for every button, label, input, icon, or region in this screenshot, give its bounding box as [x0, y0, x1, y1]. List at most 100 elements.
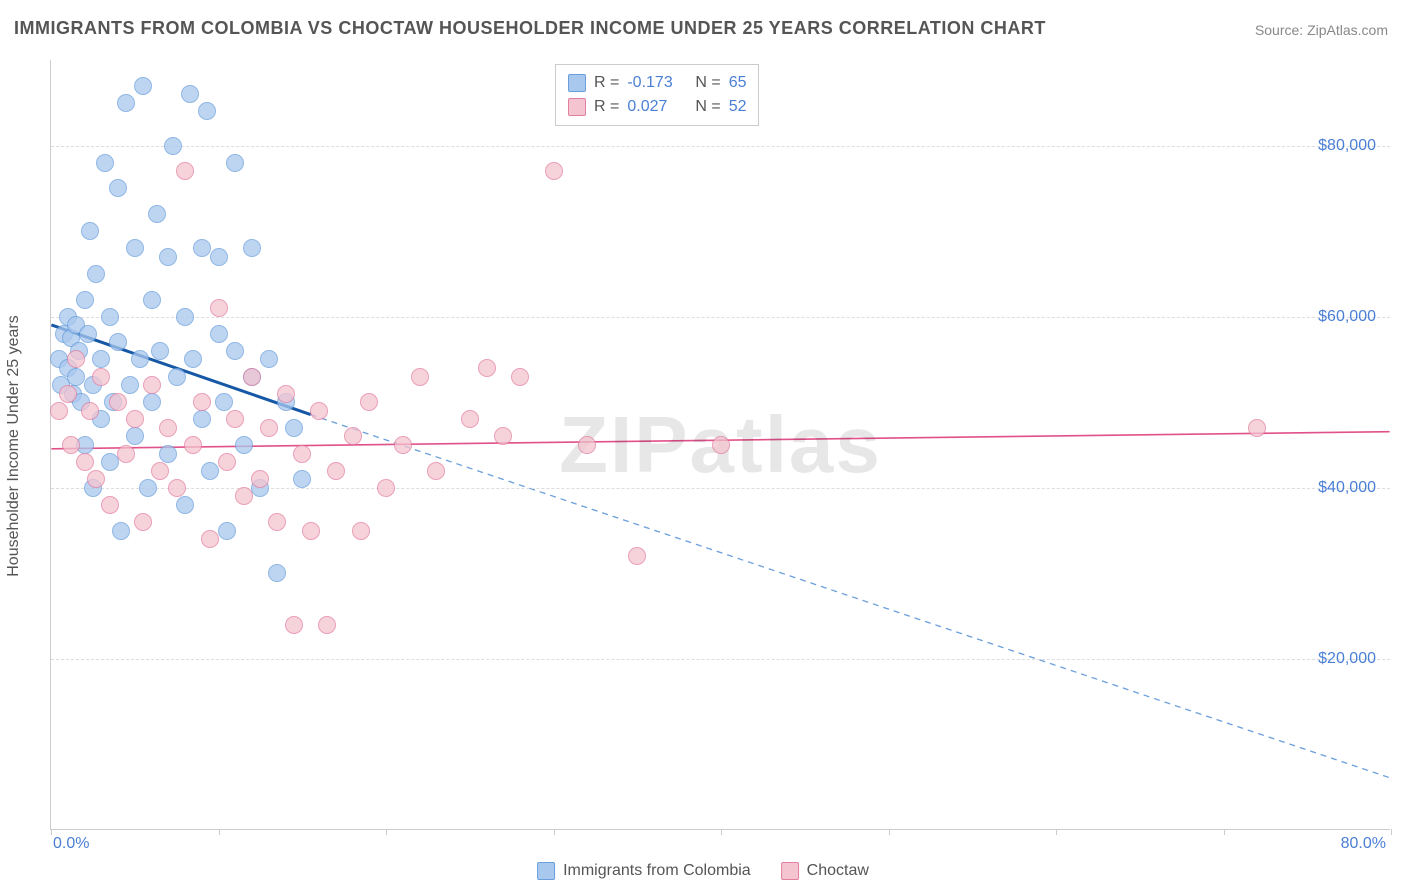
correlation-stats-legend: R =-0.173N =65R =0.027N =52 [555, 64, 759, 126]
scatter-point-colombia [134, 77, 152, 95]
scatter-point-colombia [181, 85, 199, 103]
series-legend: Immigrants from Colombia Choctaw [537, 862, 869, 880]
x-tick-mark [1224, 829, 1225, 835]
scatter-point-choctaw [92, 368, 110, 386]
scatter-point-colombia [226, 342, 244, 360]
scatter-point-choctaw [109, 393, 127, 411]
scatter-point-choctaw [210, 299, 228, 317]
n-label: N = [695, 95, 720, 119]
x-tick-mark [51, 829, 52, 835]
x-tick-mark [721, 829, 722, 835]
scatter-point-choctaw [218, 453, 236, 471]
scatter-point-choctaw [59, 385, 77, 403]
legend-swatch [568, 74, 586, 92]
scatter-point-choctaw [251, 470, 269, 488]
legend-series-item: Immigrants from Colombia [537, 862, 751, 880]
scatter-point-colombia [101, 453, 119, 471]
scatter-point-choctaw [243, 368, 261, 386]
scatter-point-colombia [184, 350, 202, 368]
n-value: 52 [729, 95, 747, 119]
scatter-point-colombia [176, 496, 194, 514]
x-tick-mark [1056, 829, 1057, 835]
scatter-point-choctaw [628, 547, 646, 565]
scatter-point-choctaw [101, 496, 119, 514]
x-tick-label: 0.0% [53, 835, 89, 853]
x-tick-mark [219, 829, 220, 835]
scatter-point-colombia [159, 445, 177, 463]
n-value: 65 [729, 71, 747, 95]
scatter-point-colombia [143, 291, 161, 309]
scatter-point-colombia [87, 265, 105, 283]
scatter-point-choctaw [76, 453, 94, 471]
scatter-point-colombia [139, 479, 157, 497]
scatter-point-colombia [76, 291, 94, 309]
scatter-point-choctaw [126, 410, 144, 428]
scatter-point-choctaw [394, 436, 412, 454]
scatter-point-colombia [268, 564, 286, 582]
n-label: N = [695, 71, 720, 95]
scatter-point-choctaw [545, 162, 563, 180]
scatter-point-choctaw [302, 522, 320, 540]
scatter-point-colombia [148, 205, 166, 223]
scatter-point-choctaw [285, 616, 303, 634]
legend-swatch [568, 98, 586, 116]
scatter-point-colombia [168, 368, 186, 386]
scatter-point-choctaw [62, 436, 80, 454]
scatter-point-choctaw [184, 436, 202, 454]
gridline-horizontal [51, 317, 1390, 318]
x-tick-mark [554, 829, 555, 835]
scatter-point-colombia [210, 325, 228, 343]
scatter-point-choctaw [117, 445, 135, 463]
scatter-point-choctaw [260, 419, 278, 437]
scatter-point-choctaw [168, 479, 186, 497]
legend-series-item: Choctaw [781, 862, 869, 880]
y-tick-label: $40,000 [1318, 479, 1376, 497]
scatter-point-colombia [285, 419, 303, 437]
scatter-point-choctaw [193, 393, 211, 411]
scatter-point-choctaw [201, 530, 219, 548]
y-axis-label: Householder Income Under 25 years [5, 315, 23, 576]
scatter-point-colombia [109, 179, 127, 197]
scatter-point-colombia [159, 248, 177, 266]
scatter-point-choctaw [344, 427, 362, 445]
scatter-point-choctaw [176, 162, 194, 180]
legend-stats-row: R =0.027N =52 [568, 95, 746, 119]
scatter-plot-area: ZIPatlas $20,000$40,000$60,000$80,0000.0… [50, 60, 1390, 830]
scatter-point-choctaw [478, 359, 496, 377]
scatter-point-colombia [243, 239, 261, 257]
scatter-point-choctaw [151, 462, 169, 480]
scatter-point-colombia [201, 462, 219, 480]
scatter-point-colombia [101, 308, 119, 326]
scatter-point-choctaw [377, 479, 395, 497]
scatter-point-colombia [176, 308, 194, 326]
scatter-point-choctaw [461, 410, 479, 428]
scatter-point-colombia [92, 350, 110, 368]
scatter-point-choctaw [494, 427, 512, 445]
scatter-point-choctaw [235, 487, 253, 505]
gridline-horizontal [51, 659, 1390, 660]
r-label: R = [594, 95, 619, 119]
scatter-point-choctaw [277, 385, 295, 403]
y-tick-label: $60,000 [1318, 308, 1376, 326]
scatter-point-colombia [126, 239, 144, 257]
scatter-point-choctaw [134, 513, 152, 531]
chart-title: IMMIGRANTS FROM COLOMBIA VS CHOCTAW HOUS… [14, 18, 1046, 39]
scatter-point-choctaw [712, 436, 730, 454]
legend-series-label: Choctaw [807, 862, 869, 880]
y-tick-label: $80,000 [1318, 137, 1376, 155]
scatter-point-choctaw [360, 393, 378, 411]
scatter-point-colombia [126, 427, 144, 445]
scatter-point-choctaw [511, 368, 529, 386]
scatter-point-choctaw [1248, 419, 1266, 437]
scatter-point-choctaw [226, 410, 244, 428]
legend-swatch [537, 862, 555, 880]
trendline-colombia-dashed [311, 415, 1390, 778]
scatter-point-choctaw [310, 402, 328, 420]
scatter-point-choctaw [143, 376, 161, 394]
scatter-point-choctaw [67, 350, 85, 368]
legend-series-label: Immigrants from Colombia [563, 862, 751, 880]
scatter-point-colombia [112, 522, 130, 540]
scatter-point-colombia [131, 350, 149, 368]
scatter-point-choctaw [268, 513, 286, 531]
x-tick-label: 80.0% [1341, 835, 1386, 853]
